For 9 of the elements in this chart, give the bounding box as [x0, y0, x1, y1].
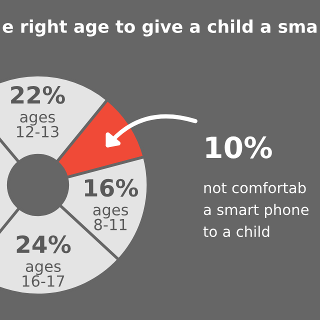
slice-label: ages 12-13: [16, 114, 58, 138]
data-label: 22%: [11, 86, 65, 104]
data-label: 24%: [16, 235, 71, 254]
chart-title: e right age to give a child a sma: [2, 20, 317, 36]
slice-label: ages 8-11: [93, 206, 128, 230]
slice-label: ages 16-17: [22, 263, 64, 287]
data-label: 16%: [84, 178, 138, 197]
text: 10%: [206, 136, 272, 158]
text: not comfortab a smart phone to a child: [203, 182, 309, 238]
